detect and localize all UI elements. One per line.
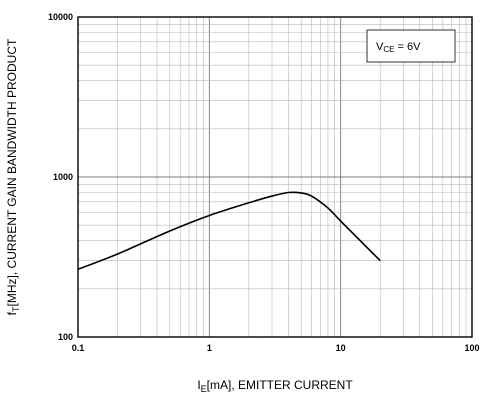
- x-tick-label: 1: [207, 343, 212, 353]
- y-axis-label: fT[MHz], CURRENT GAIN BANDWIDTH PRODUCT: [5, 38, 21, 315]
- y-tick-labels: 100 1000 10000: [48, 12, 73, 342]
- y-axis-label-sub: T: [11, 306, 21, 312]
- legend-frame: [366, 29, 456, 63]
- plot-frame: [77, 16, 473, 338]
- x-axis-label-rest: [mA], EMITTER CURRENT: [207, 378, 354, 392]
- y-tick-label: 10000: [48, 12, 73, 22]
- x-tick-labels: 0.1 1 10 100: [72, 343, 480, 353]
- y-axis-label-main: f: [5, 311, 19, 315]
- legend-sub: CE: [383, 45, 394, 54]
- y-tick-label: 1000: [53, 172, 73, 182]
- legend-rest: = 6V: [394, 41, 421, 53]
- x-tick-label: 10: [336, 343, 346, 353]
- y-tick-label: 100: [58, 332, 73, 342]
- legend-label: VCE = 6V: [376, 41, 421, 54]
- x-axis-label: IE[mA], EMITTER CURRENT: [197, 378, 353, 394]
- x-tick-label: 100: [464, 343, 479, 353]
- grid: [78, 17, 472, 337]
- x-axis-label-sub: E: [201, 384, 207, 394]
- x-tick-label: 0.1: [72, 343, 85, 353]
- x-axis-label-main: I: [197, 378, 200, 392]
- legend-box: VCE = 6V: [366, 29, 456, 63]
- y-axis-label-rest: [MHz], CURRENT GAIN BANDWIDTH PRODUCT: [5, 38, 19, 306]
- series-line: [77, 191, 381, 271]
- legend-main: V: [376, 41, 384, 53]
